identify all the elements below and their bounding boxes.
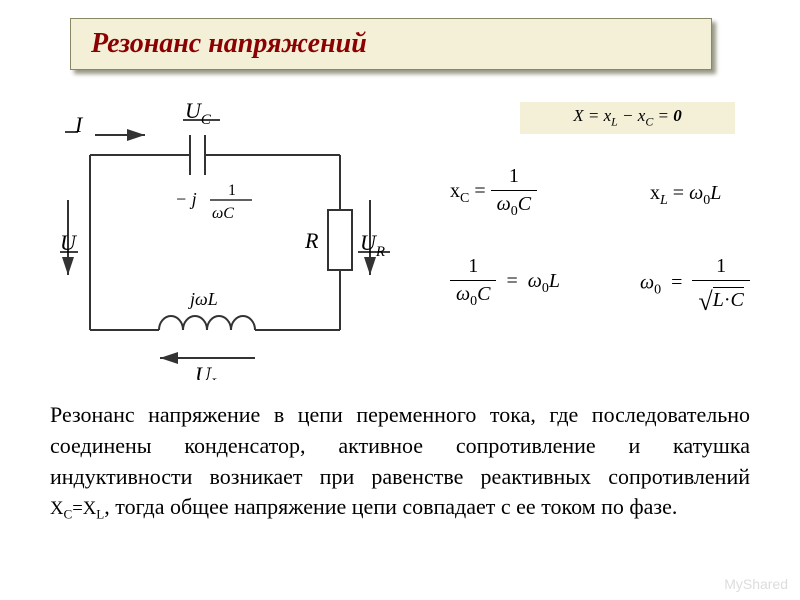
title-box: Резонанс напряжений [70,18,712,70]
label-UR: UR [360,230,385,260]
circuit-diagram: I U UC UR R UL − j 1 ωC jωL [60,100,400,380]
impedance-C-label: − j 1 ωC [175,182,252,222]
svg-text:1: 1 [228,182,236,199]
formula-area: xC = 1 ω0C xL = ω0L 1 ω0C = ω0L ω0 = 1 √… [430,160,780,360]
impedance-L-label: jωL [188,289,218,309]
page-title: Резонанс напряжений [91,28,367,60]
description-text: Резонанс напряжение в цепи переменного т… [50,400,750,524]
formula-resonance-eq: 1 ω0C = ω0L [450,255,560,310]
label-I: I [74,112,84,137]
label-UL: UL [195,362,219,380]
formula-omega0: ω0 = 1 √L·C [640,255,750,313]
formula-xC: xC = 1 ω0C [450,165,537,220]
reactance-condition: X = xL − xC = 0 [573,106,682,129]
label-R: R [304,228,319,253]
reactance-condition-box: X = xL − xC = 0 [520,102,735,134]
svg-text:− j: − j [175,189,197,209]
circuit-svg: I U UC UR R UL − j 1 ωC jωL [60,100,400,380]
watermark: MyShared [724,576,788,592]
formula-xL: xL = ω0L [650,182,721,209]
svg-text:ωC: ωC [212,205,234,222]
label-UC: UC [185,100,212,128]
